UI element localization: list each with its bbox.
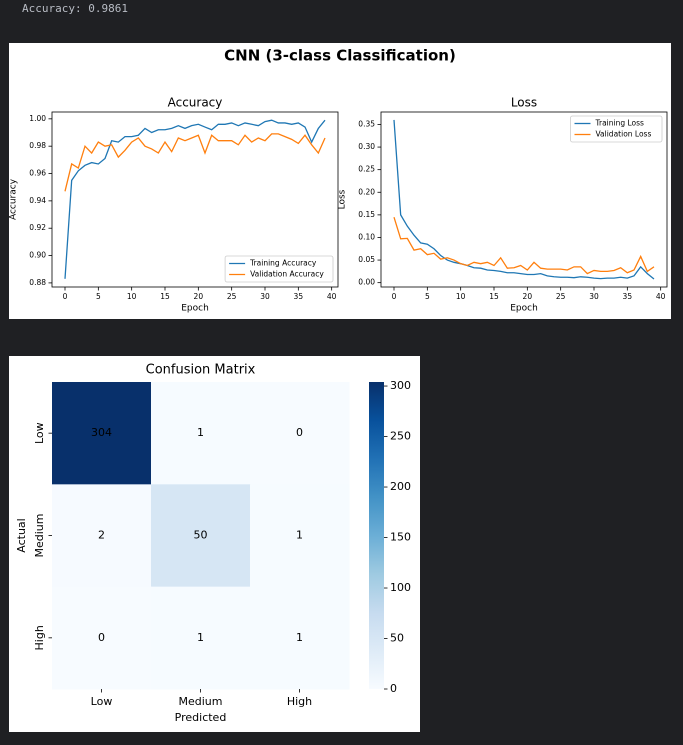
colorbar-tick-label: 50 <box>390 632 404 645</box>
colorbar-tick-label: 0 <box>390 682 397 695</box>
heatmap-cell <box>52 586 152 690</box>
axes-frame <box>380 111 668 288</box>
y-tick-label: 0.15 <box>358 210 375 219</box>
y-tick-label: 0.96 <box>29 169 46 178</box>
x-tick-label: 20 <box>523 292 533 301</box>
x-tick-label: 35 <box>623 292 633 301</box>
legend-label: Validation Accuracy <box>250 270 324 279</box>
axes-frame <box>51 111 339 288</box>
y-tick-label: 0.35 <box>358 119 375 128</box>
x-tick-label: 30 <box>260 292 270 301</box>
legend-label: Training Loss <box>595 119 645 128</box>
y-tick-label: 0.10 <box>358 232 375 241</box>
x-tick-label: 5 <box>96 292 101 301</box>
x-tick-label: 15 <box>489 292 499 301</box>
heatmap-cell <box>250 586 350 690</box>
x-tick-label: 0 <box>63 292 68 301</box>
heatmap-cell <box>250 484 350 588</box>
y-axis-label: Accuracy <box>9 178 19 220</box>
axes-title: Accuracy <box>168 96 223 110</box>
y-tick-label: 0.88 <box>29 278 46 287</box>
x-tick-label: 0 <box>392 292 397 301</box>
x-axis-label: Epoch <box>510 304 538 314</box>
x-axis-label: Predicted <box>175 711 227 724</box>
figure-background <box>9 43 671 319</box>
x-tick-label: 30 <box>589 292 599 301</box>
cell-label: 304 <box>91 426 112 439</box>
x-tick-label: High <box>287 695 312 708</box>
x-tick-label: 15 <box>160 292 170 301</box>
x-tick-label: 5 <box>425 292 430 301</box>
x-tick-label: 25 <box>227 292 237 301</box>
x-tick-label: 25 <box>556 292 566 301</box>
x-tick-label: 20 <box>194 292 204 301</box>
legend-box <box>224 255 334 283</box>
colorbar-tick-label: 250 <box>390 430 411 443</box>
y-tick-label: 0.00 <box>358 278 375 287</box>
x-tick-label: 10 <box>456 292 466 301</box>
colorbar <box>369 382 384 689</box>
axes-title: Loss <box>511 96 537 110</box>
cell-label: 1 <box>197 426 204 439</box>
y-axis-label: Loss <box>338 189 348 209</box>
heatmap-title: Confusion Matrix <box>146 363 256 378</box>
series-line <box>393 119 655 280</box>
x-tick-label: 35 <box>294 292 304 301</box>
heatmap-cell <box>52 484 152 588</box>
y-tick-label: 0.98 <box>29 141 46 150</box>
y-tick-label: 0.92 <box>29 223 46 232</box>
y-tick-label: 0.90 <box>29 251 46 260</box>
x-tick-label: 10 <box>127 292 137 301</box>
y-tick-label: 0.30 <box>358 142 375 151</box>
colorbar-tick-label: 150 <box>390 531 411 544</box>
legend-label: Training Accuracy <box>249 259 317 268</box>
y-tick-label: High <box>33 625 46 650</box>
y-tick-label: Medium <box>33 514 46 558</box>
cell-label: 1 <box>197 631 204 644</box>
y-tick-label: 0.94 <box>29 196 46 205</box>
legend-label: Validation Loss <box>596 130 652 139</box>
heatmap-cell <box>151 484 251 588</box>
series-line <box>64 119 326 279</box>
cell-label: 0 <box>296 426 303 439</box>
heatmap-cell <box>250 382 350 485</box>
heatmap-cell <box>151 586 251 690</box>
cell-label: 2 <box>98 529 105 542</box>
colorbar-tick-label: 200 <box>390 480 411 493</box>
x-tick-label: Medium <box>179 695 223 708</box>
y-tick-label: 0.20 <box>358 187 375 196</box>
y-tick-label: Low <box>33 422 46 444</box>
series-line <box>64 133 326 192</box>
cell-label: 50 <box>194 529 208 542</box>
colorbar-tick-label: 300 <box>390 379 411 392</box>
output-text: Accuracy: 0.9861 <box>22 2 128 15</box>
y-tick-label: 0.25 <box>358 165 375 174</box>
cell-label: 1 <box>296 529 303 542</box>
y-tick-label: 0.05 <box>358 255 375 264</box>
colorbar-tick-label: 100 <box>390 581 411 594</box>
series-line <box>393 216 655 275</box>
x-tick-label: 40 <box>656 292 666 301</box>
figure-title: CNN (3-class Classification) <box>224 47 456 65</box>
heatmap-cell <box>52 382 152 485</box>
legend-box <box>570 115 663 143</box>
cell-label: 0 <box>98 631 105 644</box>
x-tick-label: 40 <box>327 292 337 301</box>
y-axis-label: Actual <box>15 518 28 552</box>
heatmap-cell <box>151 382 251 485</box>
x-tick-label: Low <box>91 695 113 708</box>
x-axis-label: Epoch <box>181 304 209 314</box>
cell-label: 1 <box>296 631 303 644</box>
y-tick-label: 1.00 <box>29 114 46 123</box>
